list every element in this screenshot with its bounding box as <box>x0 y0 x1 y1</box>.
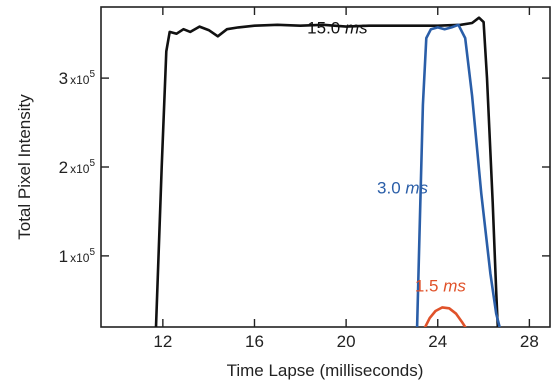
labels-layer: 12 16 20 24 28 1 x105 2 x105 3 x105 15.0 ms 3.0 ms 1.… <box>59 19 539 351</box>
series-label: 15.0 ms <box>307 19 368 38</box>
y-axis-label: Total Pixel Intensity <box>15 94 34 240</box>
series-layer <box>154 16 501 327</box>
ticks-layer <box>101 7 550 327</box>
plot-frame <box>100 6 551 328</box>
x-tick-label: 16 <box>245 332 264 351</box>
series-label: 3.0 ms <box>377 179 429 198</box>
x-tick-label: 28 <box>520 332 539 351</box>
x-tick-label: 20 <box>337 332 356 351</box>
x-axis-label: Time Lapse (milliseconds) <box>227 361 424 380</box>
y-tick-label: 2 x105 <box>59 158 96 177</box>
series-line <box>415 23 501 327</box>
x-tick-label: 12 <box>153 332 172 351</box>
y-tick-label: 3 x105 <box>59 69 96 88</box>
y-tick-label: 1 x105 <box>59 247 96 266</box>
series-label: 1.5 ms <box>415 276 467 295</box>
series-line <box>154 16 500 327</box>
series-line <box>423 306 467 327</box>
x-tick-label: 24 <box>428 332 447 351</box>
